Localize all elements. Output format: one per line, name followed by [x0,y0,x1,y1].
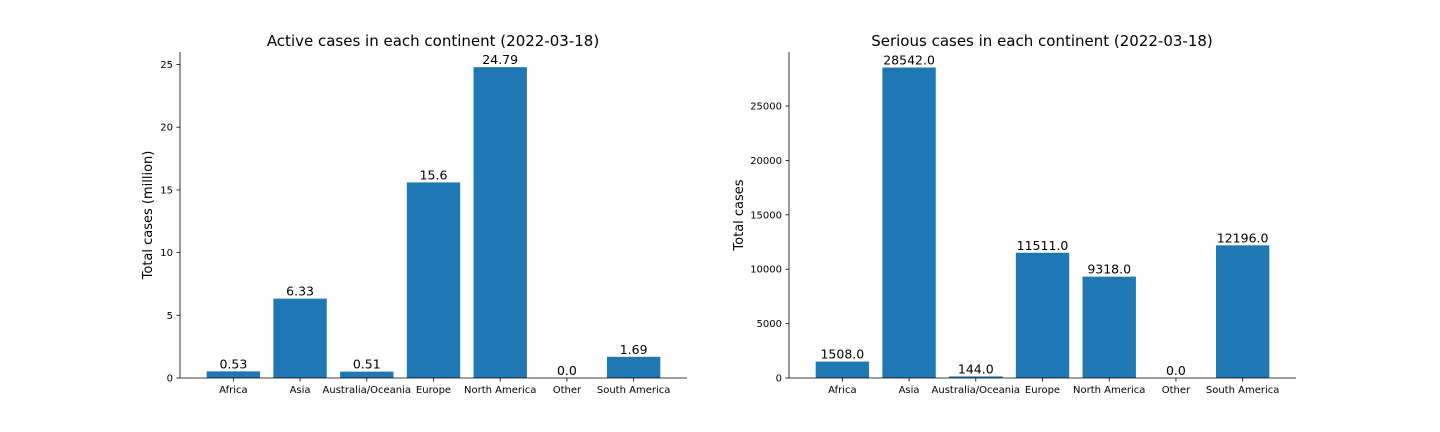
x-tick-label: North America [1073,385,1145,396]
y-tick-label: 10000 [750,265,782,276]
x-tick-label: South America [1206,385,1280,396]
x-tick-label: Africa [828,385,857,396]
y-tick-label: 0 [776,374,782,385]
data-label: 144.0 [958,361,994,376]
bar-north-america [473,67,527,379]
chart-title: Serious cases in each continent (2022-03… [871,32,1213,50]
data-label: 0.53 [219,356,247,371]
x-tick-label: North America [464,385,536,396]
x-tick-label: Asia [899,385,920,396]
bar-australia-oceania [340,371,394,378]
data-label: 0.0 [557,363,577,378]
data-label: 24.79 [482,52,518,67]
active-cases-chart: Active cases in each continent (2022-03-… [141,32,687,396]
y-tick-label: 15 [160,185,173,196]
bar-south-america [1215,245,1270,378]
y-tick-label: 20 [160,123,173,134]
bar-south-america [606,356,661,378]
y-tick-label: 5 [167,311,173,322]
data-label: 6.33 [286,284,314,299]
x-tick-label: Africa [219,385,248,396]
serious-cases-chart: Serious cases in each continent (2022-03… [732,32,1296,396]
y-tick-label: 5000 [757,319,782,330]
bar-australia-oceania [949,376,1003,378]
plot-area: 1508.0 Africa 28542.0 Asia 144.0 Australia/Oc… [750,52,1296,396]
bar-africa [815,361,870,378]
y-tick-label: 0 [167,374,173,385]
bar-north-america [1082,276,1136,378]
plot-area: 0.53 Africa 6.33 Asia 0.51 Australia/Oceania 1… [160,52,687,396]
x-tick-label: Europe [416,385,451,396]
data-label: 0.0 [1166,363,1186,378]
x-tick-label: Australia/Oceania [323,385,412,396]
y-tick-label: 25000 [750,102,782,113]
y-axis-label: Total cases [732,179,747,251]
y-tick-label: 20000 [750,156,782,167]
y-tick-label: 10 [160,248,173,259]
data-label: 28542.0 [883,53,935,68]
x-tick-label: South America [597,385,671,396]
x-tick-label: Other [553,385,582,396]
data-label: 0.51 [353,357,381,372]
x-tick-label: Other [1162,385,1191,396]
data-label: 1.69 [620,342,648,357]
bar-europe [406,182,461,378]
data-label: 9318.0 [1087,262,1131,277]
data-label: 12196.0 [1217,230,1269,245]
data-label: 15.6 [420,167,448,182]
bar-europe [1015,252,1070,378]
y-axis-label: Total cases (million) [141,151,156,281]
x-tick-label: Australia/Oceania [932,385,1021,396]
data-label: 1508.0 [820,347,864,362]
y-tick-label: 15000 [750,210,782,221]
bar-africa [206,371,261,378]
chart-title: Active cases in each continent (2022-03-… [267,32,599,50]
y-tick-label: 25 [160,60,173,71]
bar-asia [882,67,936,379]
x-tick-label: Europe [1025,385,1060,396]
data-label: 11511.0 [1017,238,1069,253]
bar-asia [273,298,327,378]
x-tick-label: Asia [290,385,311,396]
